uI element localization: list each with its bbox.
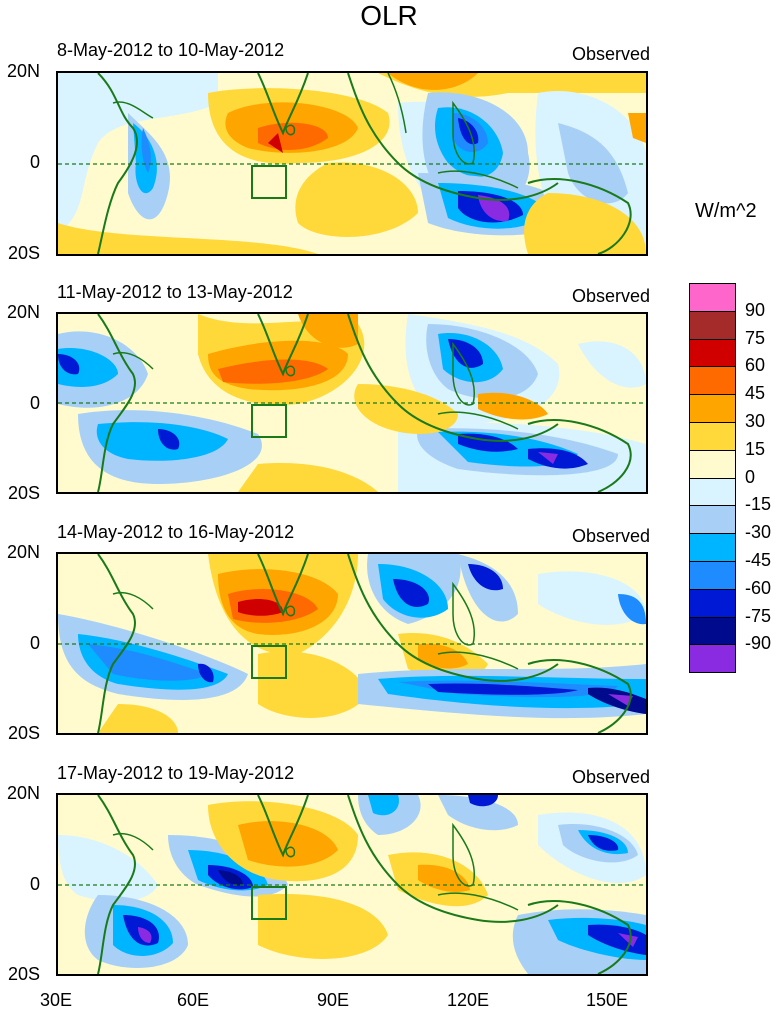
lat-label-20s: 20S [7, 964, 40, 984]
colorbar-box [690, 534, 735, 562]
colorbar-tick-label: 45 [745, 383, 766, 404]
colorbar-tick-label: 75 [745, 327, 766, 348]
panel-2-date: 11-May-2012 to 13-May-2012 [57, 282, 293, 302]
lat-label-20n: 20N [6, 61, 40, 81]
colorbar [689, 283, 736, 674]
lat-label-20n: 20N [6, 542, 40, 562]
colorbar-box [690, 617, 735, 646]
colorbar-box [690, 339, 735, 368]
lat-label-eq: 0 [29, 874, 40, 894]
colorbar-box [690, 506, 735, 535]
lat-label-eq: 0 [29, 152, 40, 172]
lat-label-20n: 20N [6, 783, 40, 803]
colorbar-box [690, 284, 735, 312]
lon-label-120e: 120E [446, 990, 490, 1010]
panel-2-tag: Observed [571, 286, 650, 306]
panel-1-tag: Observed [571, 44, 650, 64]
lat-label-20n: 20N [6, 302, 40, 322]
colorbar-tick-label: -45 [745, 550, 772, 570]
colorbar-box [690, 450, 735, 479]
colorbar-tick-label: 90 [745, 299, 766, 320]
colorbar-tick-label: 15 [745, 438, 766, 459]
colorbar-box [690, 561, 735, 590]
lat-label-eq: 0 [29, 393, 40, 413]
lon-label-150e: 150E [585, 990, 629, 1010]
colorbar-box [690, 478, 735, 507]
panel-4-tag: Observed [571, 767, 650, 787]
colorbar-box [690, 367, 735, 396]
figure-title: OLR [360, 0, 418, 31]
lat-label-20s: 20S [7, 723, 40, 743]
panel-1-date: 8-May-2012 to 10-May-2012 [57, 40, 285, 60]
units-label: W/m^2 [695, 200, 757, 222]
lon-label-30e: 30E [39, 990, 73, 1010]
map-panel-3 [56, 552, 648, 735]
colorbar-box [690, 645, 735, 673]
panel-3-tag: Observed [571, 526, 650, 546]
colorbar-tick-label: -90 [745, 633, 772, 654]
map-panel-4 [56, 793, 648, 976]
lon-label-90e: 90E [316, 990, 350, 1010]
panel-3-date: 14-May-2012 to 16-May-2012 [57, 522, 295, 542]
colorbar-box [690, 422, 735, 451]
lat-label-20s: 20S [7, 483, 40, 503]
colorbar-tick-label: -75 [745, 605, 772, 626]
lat-label-20s: 20S [7, 243, 40, 263]
colorbar-tick-label: -30 [745, 522, 772, 543]
colorbar-tick-label: 30 [745, 411, 766, 431]
colorbar-tick-label: -15 [745, 494, 772, 515]
panel-4-date: 17-May-2012 to 19-May-2012 [57, 763, 295, 783]
lon-label-60e: 60E [176, 990, 210, 1010]
colorbar-box [690, 589, 735, 618]
colorbar-tick-label: 60 [745, 355, 766, 376]
colorbar-box [690, 395, 735, 423]
colorbar-tick-label: 0 [745, 466, 756, 487]
lat-label-eq: 0 [29, 633, 40, 653]
colorbar-tick-label: -60 [745, 577, 772, 598]
map-panel-2 [56, 312, 648, 494]
map-panel-1 [56, 71, 648, 256]
colorbar-box [690, 311, 735, 340]
